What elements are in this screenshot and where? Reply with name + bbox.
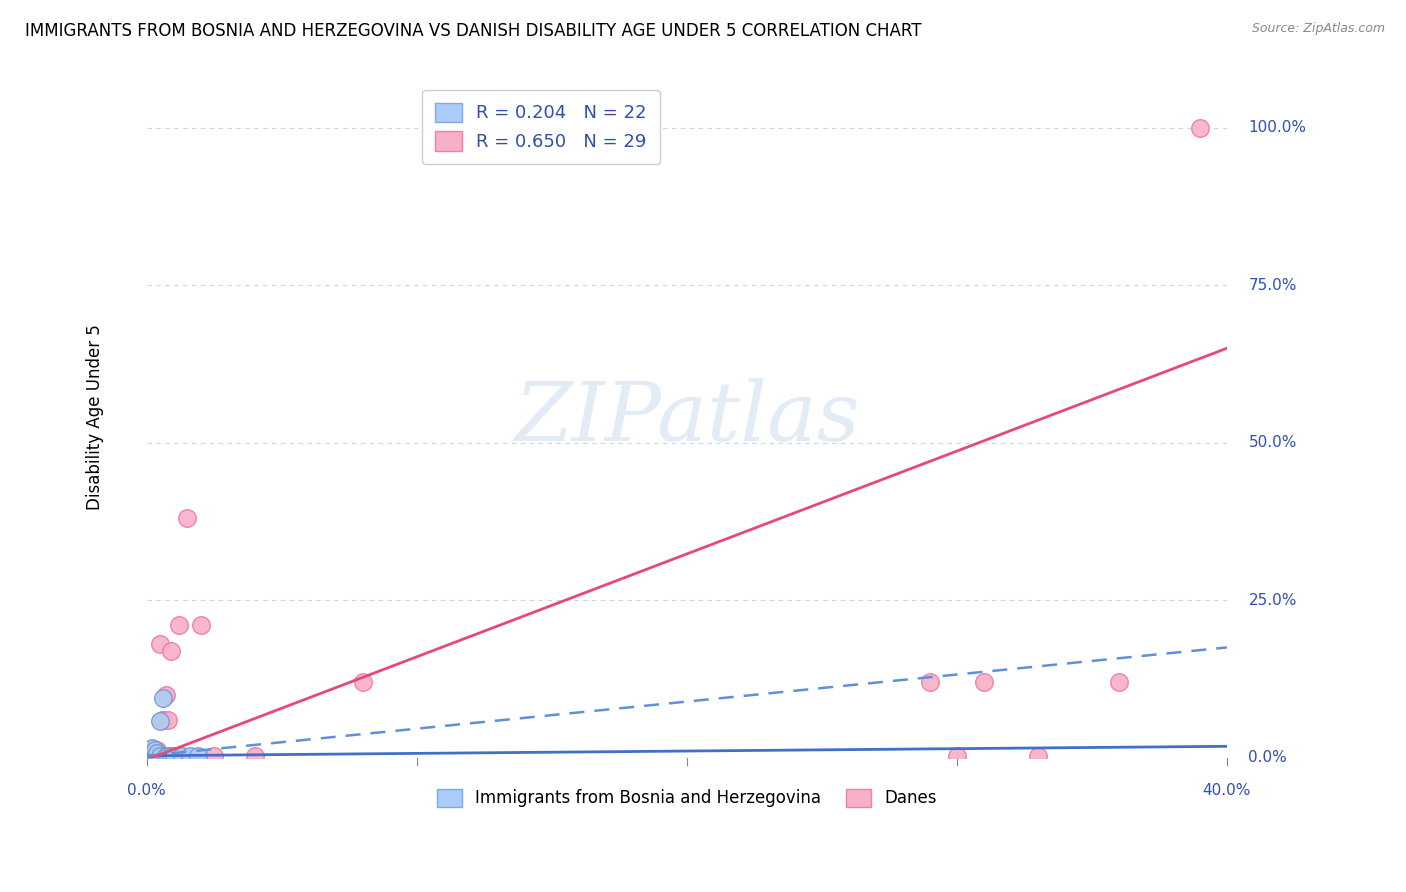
Text: Source: ZipAtlas.com: Source: ZipAtlas.com [1251, 22, 1385, 36]
Point [1026, 748, 1049, 763]
Point [155, 748, 177, 763]
Point [152, 690, 174, 705]
Legend: Immigrants from Bosnia and Herzegovina, Danes: Immigrants from Bosnia and Herzegovina, … [430, 782, 943, 814]
Point [143, 748, 166, 763]
Point [138, 746, 160, 760]
Point [141, 748, 163, 763]
Point [152, 713, 174, 727]
Text: 50.0%: 50.0% [1249, 435, 1296, 450]
Point [143, 748, 166, 763]
Point [187, 748, 209, 763]
Point [170, 748, 193, 763]
Point [138, 748, 160, 763]
Point [152, 713, 174, 727]
Text: 0.0%: 0.0% [127, 783, 166, 797]
Text: IMMIGRANTS FROM BOSNIA AND HERZEGOVINA VS DANISH DISABILITY AGE UNDER 5 CORRELAT: IMMIGRANTS FROM BOSNIA AND HERZEGOVINA V… [25, 22, 922, 40]
Point [155, 688, 177, 702]
Point [146, 743, 169, 757]
Point [1188, 120, 1211, 135]
Point [141, 748, 163, 763]
Text: 100.0%: 100.0% [1249, 120, 1306, 136]
Point [141, 744, 163, 758]
Text: Disability Age Under 5: Disability Age Under 5 [86, 325, 104, 510]
Point [143, 746, 166, 760]
Text: 40.0%: 40.0% [1202, 783, 1251, 797]
Point [138, 748, 160, 763]
Point [352, 675, 374, 690]
Point [918, 675, 941, 690]
Point [141, 747, 163, 761]
Point [160, 748, 183, 763]
Point [167, 618, 190, 632]
Text: 25.0%: 25.0% [1249, 592, 1296, 607]
Point [157, 713, 180, 727]
Point [149, 637, 172, 651]
Point [143, 744, 166, 758]
Point [160, 643, 183, 657]
Point [152, 713, 174, 727]
Text: 75.0%: 75.0% [1249, 277, 1296, 293]
Point [190, 618, 212, 632]
Point [202, 748, 225, 763]
Point [157, 748, 180, 763]
Point [149, 748, 172, 763]
Point [149, 714, 172, 728]
Point [179, 748, 201, 763]
Point [162, 748, 184, 763]
Point [149, 748, 172, 763]
Point [141, 743, 163, 757]
Point [143, 743, 166, 757]
Point [243, 748, 266, 763]
Point [138, 744, 160, 758]
Point [146, 748, 169, 763]
Point [146, 746, 169, 760]
Point [141, 741, 163, 756]
Text: 0.0%: 0.0% [1249, 750, 1288, 765]
Point [946, 748, 969, 763]
Point [1108, 675, 1130, 690]
Point [138, 747, 160, 761]
Point [162, 748, 184, 763]
Point [176, 511, 198, 525]
Point [973, 675, 995, 690]
Point [146, 748, 169, 763]
Text: ZIPatlas: ZIPatlas [515, 377, 859, 458]
